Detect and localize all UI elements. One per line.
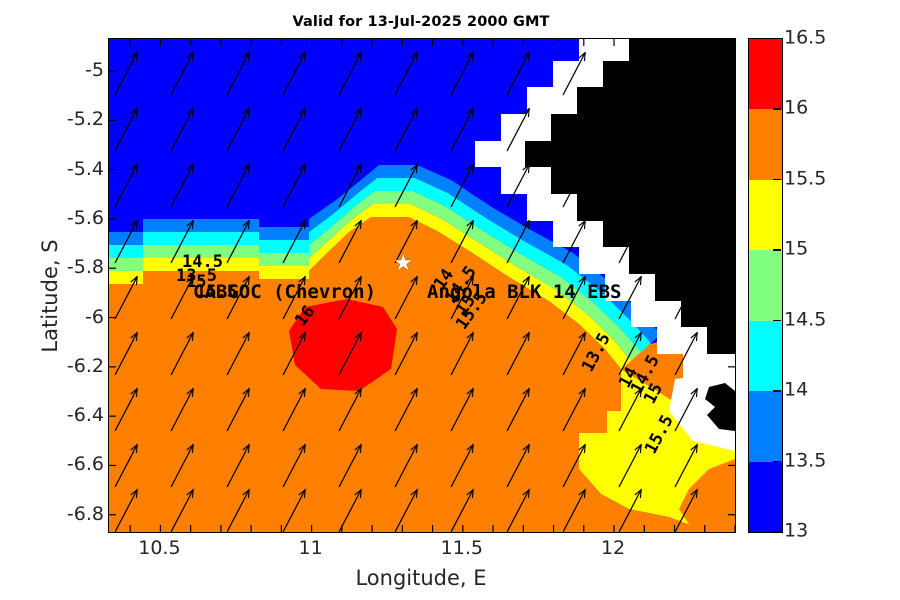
band-14_5-15 (109, 191, 641, 361)
colorbar-tickmark (773, 178, 781, 181)
colorbar-band (749, 461, 782, 532)
y-axis-ticklabels: -5 -5.2 -5.4 -5.6 -5.8 -6 -6.2 -6.4 -6.6 -6.8 (0, 0, 104, 600)
band-13_5-14 (109, 165, 661, 343)
y-tick-label: -6.6 (66, 453, 104, 476)
colorbar-band (749, 250, 782, 321)
colorbar-band (749, 179, 782, 251)
colorbar-tick-label: 13.5 (784, 449, 827, 472)
band-14-14_5 (109, 178, 651, 352)
x-tick-label: 12 (600, 537, 626, 559)
island-land (705, 383, 735, 431)
colorbar-band (749, 109, 782, 180)
colorbar-tick-label: 15 (784, 237, 809, 260)
colorbar-band (749, 391, 782, 462)
contour-map (109, 39, 735, 532)
colorbar-tickmark (773, 531, 781, 533)
page-title: Valid for 13-Jul-2025 2000 GMT (292, 14, 550, 30)
x-tick-label: 11.5 (440, 537, 483, 559)
y-tick-label: -5.2 (66, 108, 104, 131)
x-axis-label: Longitude, E (355, 566, 487, 590)
colorbar-tick-label: 16 (784, 96, 809, 119)
region-16-16_5-max (289, 299, 397, 391)
map-plot-area[interactable] (108, 38, 736, 533)
wave-direction-vectors (114, 53, 735, 532)
x-tick-label: 10.5 (138, 537, 181, 559)
x-axis-ticklabels: 10.5 11 11.5 12 (0, 537, 900, 567)
colorbar-tick-label: 15.5 (784, 167, 827, 190)
y-tick-label: -6.2 (66, 354, 104, 377)
colorbar-tickmark (773, 249, 781, 251)
colorbar-band (749, 320, 782, 392)
colorbar[interactable] (748, 38, 783, 533)
colorbar-tickmark (773, 390, 781, 392)
y-tick-label: -6 (85, 305, 104, 328)
colorbar-tickmark (773, 108, 781, 110)
y-tick-label: -6.8 (66, 502, 104, 525)
colorbar-tick-label: 14 (784, 378, 809, 401)
y-tick-label: -5.6 (66, 206, 104, 229)
x-tick-label: 11 (298, 537, 323, 559)
region-15_5-16-southeast-corner (679, 459, 735, 532)
y-tick-label: -5 (85, 59, 104, 82)
y-axis-label: Latitude, S (38, 239, 62, 353)
colorbar-tickmark (773, 460, 781, 462)
band-15-15_5 (109, 204, 631, 369)
y-tick-label: -5.8 (66, 256, 104, 279)
y-tick-label: -6.4 (66, 404, 104, 427)
y-tick-label: -5.4 (66, 157, 104, 180)
colorbar-tick-label: 13 (784, 519, 809, 542)
colorbar-ticklabels: 16.5 16 15.5 15 14.5 14 13.5 13 (748, 27, 898, 542)
colorbar-band (749, 39, 782, 110)
colorbar-tick-label: 16.5 (784, 26, 827, 49)
region-15_5-16 (109, 217, 709, 532)
colorbar-tickmark (773, 319, 781, 322)
land-mass (525, 39, 735, 354)
colorbar-tick-label: 14.5 (784, 308, 827, 331)
